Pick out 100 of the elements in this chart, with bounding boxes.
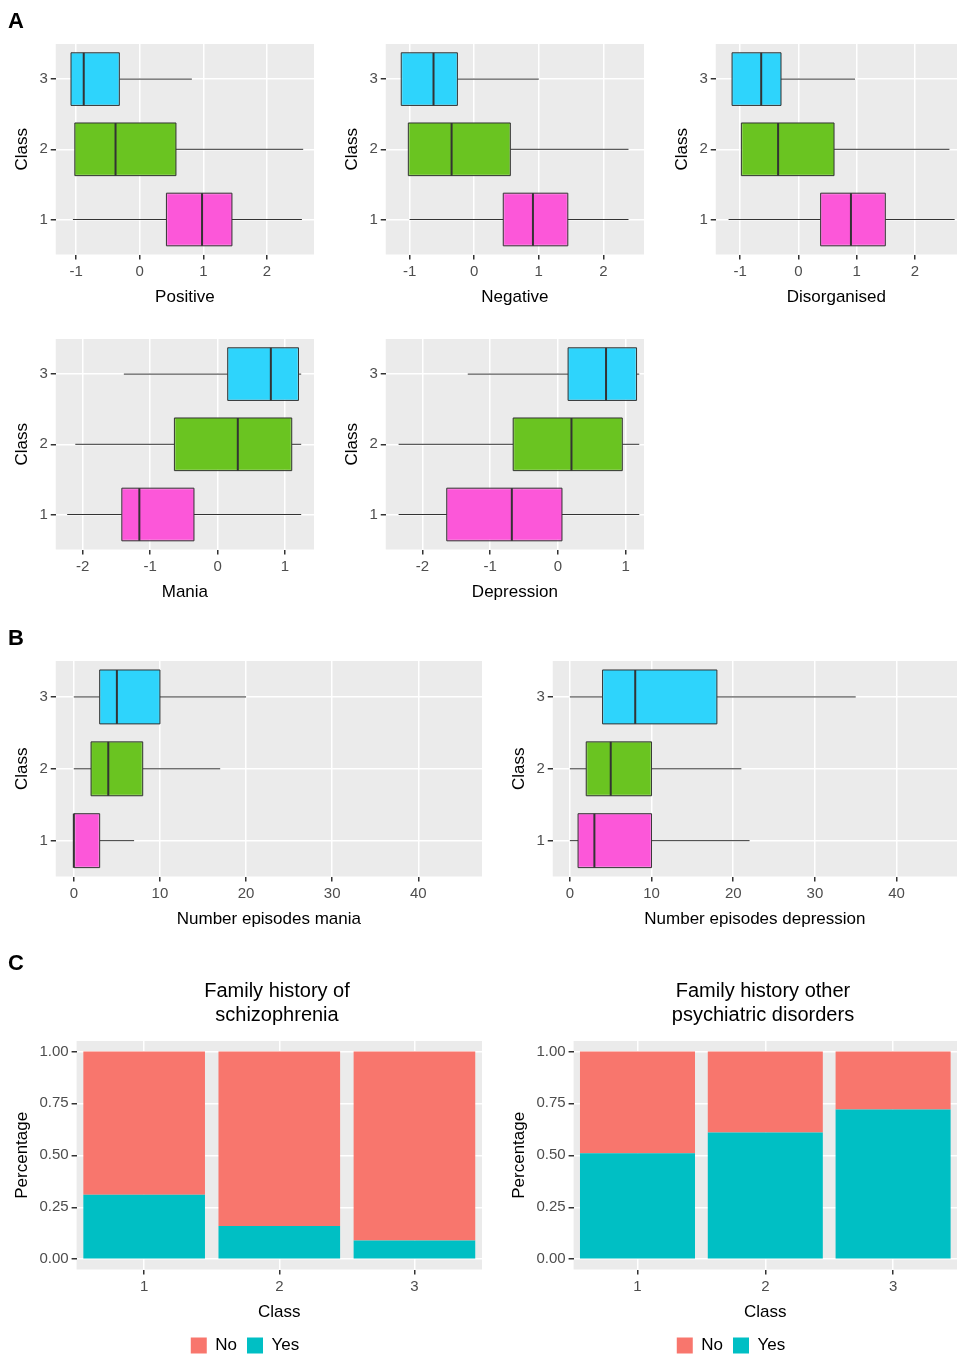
y-tick-label: 2: [369, 139, 378, 157]
x-tick-label: -1: [402, 261, 417, 279]
x-tick-label: 10: [151, 883, 169, 901]
x-tick-label: 1: [280, 556, 290, 574]
x-tick-label: 2: [599, 261, 608, 279]
y-tick-label: 1: [369, 209, 378, 227]
y-tick-label: 1.00: [39, 1041, 69, 1059]
y-tick-label: 2: [369, 434, 378, 452]
x-tick-label: 20: [237, 883, 255, 901]
y-tick-label: 3: [369, 69, 378, 87]
y-tick-label: 2: [536, 758, 545, 776]
bar: [835, 1051, 951, 1110]
x-tick-label: 0: [135, 261, 144, 279]
x-tick-label: 30: [323, 883, 341, 901]
y-tick-label: 2: [39, 758, 48, 776]
x-tick-label: 40: [409, 883, 427, 901]
bar: [353, 1240, 476, 1259]
x-tick-label: 2: [761, 1276, 770, 1294]
bar: [218, 1225, 341, 1259]
text: C: [8, 950, 24, 975]
x-tick-label: -2: [415, 556, 430, 574]
y-tick-label: 1: [369, 504, 378, 522]
legend-label: Yes: [757, 1335, 786, 1355]
y-tick-label: 0.00: [536, 1249, 566, 1267]
x-axis-title: Depression: [471, 582, 558, 602]
x-tick-label: 3: [888, 1276, 898, 1294]
x-axis-title: Number episodes depression: [644, 909, 866, 929]
y-tick-label: 3: [39, 69, 48, 87]
y-axis-title: Percentage: [11, 1111, 31, 1199]
x-axis-title: Positive: [155, 287, 215, 307]
y-axis-title: Class: [341, 128, 361, 171]
y-axis-title: Class: [11, 747, 31, 791]
chart-title: Family history of schizophrenia: [203, 977, 351, 1026]
y-tick-label: 0.00: [39, 1249, 69, 1267]
x-tick-label: 2: [275, 1276, 284, 1294]
x-tick-label: 1: [633, 1276, 642, 1294]
x-tick-label: 0: [553, 556, 563, 574]
bar: [579, 1051, 696, 1154]
y-axis-title: Class: [341, 423, 361, 466]
legend-label: No: [215, 1335, 237, 1355]
bar: [83, 1194, 205, 1259]
x-tick-label: 1: [621, 556, 630, 574]
x-tick-label: -1: [143, 556, 157, 574]
y-tick-label: 0.50: [39, 1145, 69, 1163]
y-tick-label: 0.75: [536, 1093, 566, 1111]
bar: [353, 1051, 476, 1241]
x-tick-label: 0: [213, 556, 222, 574]
x-tick-label: 3: [410, 1276, 419, 1294]
y-tick-label: 2: [39, 139, 48, 157]
y-axis-title: Percentage: [508, 1111, 528, 1199]
y-axis-title: Class: [11, 423, 31, 466]
x-axis-title: Mania: [161, 582, 209, 602]
x-axis-title: Class: [258, 1302, 301, 1322]
y-tick-label: 1: [39, 504, 48, 522]
x-tick-label: 0: [565, 883, 575, 901]
y-tick-label: 1: [699, 209, 708, 227]
x-tick-label: 2: [910, 261, 920, 279]
x-tick-label: 0: [470, 261, 479, 279]
bar: [83, 1051, 205, 1195]
text: A: [8, 8, 24, 33]
y-tick-label: 3: [39, 364, 48, 382]
x-tick-label: 0: [794, 261, 803, 279]
y-tick-label: 3: [369, 364, 378, 382]
x-axis-title: Disorganised: [786, 287, 886, 307]
x-axis-title: Number episodes mania: [176, 909, 362, 929]
x-tick-label: -1: [733, 261, 747, 279]
text: B: [8, 625, 24, 650]
y-tick-label: 2: [699, 139, 708, 157]
x-axis-title: Negative: [481, 287, 549, 307]
x-tick-label: 10: [643, 883, 660, 901]
y-axis-title: Class: [671, 128, 691, 171]
x-tick-label: 2: [262, 261, 272, 279]
x-tick-label: 30: [806, 883, 824, 901]
y-tick-label: 1.00: [536, 1041, 566, 1059]
x-tick-label: 0: [69, 883, 78, 901]
bar: [579, 1153, 696, 1259]
y-tick-label: 0.75: [39, 1093, 69, 1111]
x-tick-label: -2: [76, 556, 90, 574]
y-tick-label: 1: [39, 209, 48, 227]
y-tick-label: 0.25: [536, 1197, 566, 1215]
y-axis-title: Class: [11, 128, 31, 171]
x-tick-label: -1: [69, 261, 83, 279]
y-axis-title: Class: [508, 747, 528, 791]
x-tick-label: 1: [852, 261, 861, 279]
y-tick-label: 3: [39, 687, 48, 705]
y-tick-label: 0.25: [39, 1197, 69, 1215]
bar: [835, 1109, 951, 1259]
x-tick-label: -1: [483, 556, 497, 574]
legend-label: No: [701, 1335, 723, 1355]
x-axis-title: Class: [744, 1302, 787, 1322]
y-tick-label: 3: [699, 69, 708, 87]
y-tick-label: 1: [536, 830, 545, 848]
y-tick-label: 3: [536, 687, 545, 705]
y-tick-label: 0.50: [536, 1145, 566, 1163]
y-tick-label: 1: [39, 830, 48, 848]
legend-label: Yes: [271, 1335, 300, 1355]
x-tick-label: 20: [724, 883, 742, 901]
bar: [218, 1051, 341, 1226]
x-tick-label: 1: [199, 261, 208, 279]
chart-title: Family history other psychiatric disorders: [670, 977, 856, 1026]
